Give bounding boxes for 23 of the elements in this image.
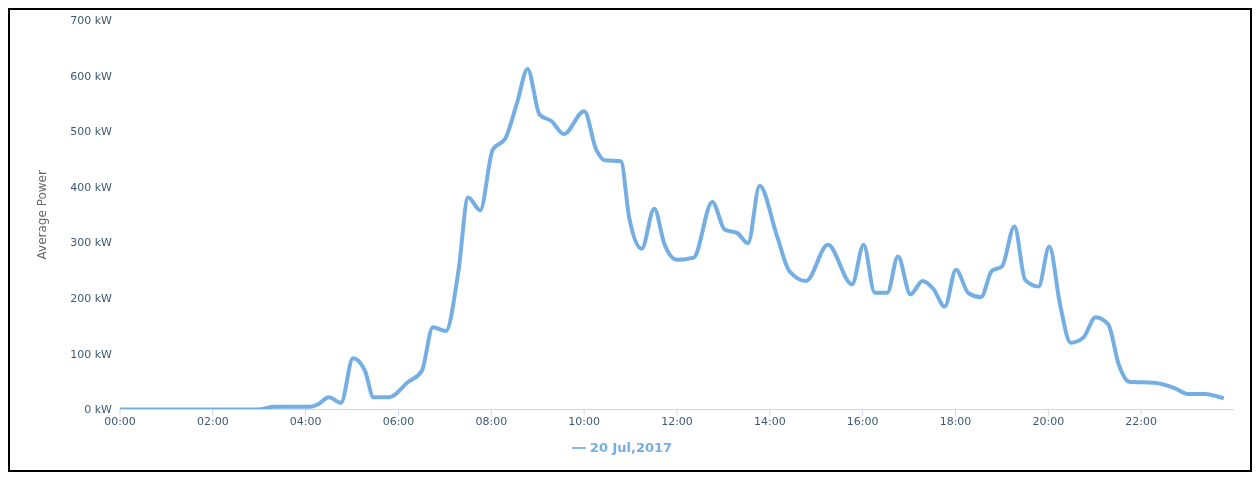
x-tick-label: 06:00 [382, 415, 415, 429]
y-tick-label: 200 kW [70, 292, 113, 306]
y-tick-label: 400 kW [70, 180, 113, 194]
x-tick-label: 20:00 [1032, 415, 1065, 429]
x-tick-label: 16:00 [846, 415, 879, 429]
y-axis-title: Average Power [35, 170, 50, 260]
x-tick-label: 14:00 [753, 415, 786, 429]
y-tick-label: 0 kW [84, 403, 113, 417]
legend-label: 20 Jul,2017 [589, 439, 673, 455]
x-tick-label: 12:00 [661, 415, 693, 429]
y-tick-label: 500 kW [70, 125, 113, 139]
line-series [120, 66, 1226, 410]
x-tick-label: 18:00 [939, 415, 972, 429]
y-tick-label: 300 kW [70, 236, 113, 250]
x-tick-label: 04:00 [289, 415, 322, 429]
x-tick-label: 08:00 [475, 415, 508, 429]
y-tick-label: 100 kW [70, 347, 113, 361]
x-tick-label: 22:00 [1125, 415, 1158, 429]
x-tick-label: 02:00 [196, 415, 229, 429]
y-tick-label: 700 kW [70, 13, 113, 27]
y-tick-label: 600 kW [70, 69, 113, 83]
x-tick-label: 00:00 [104, 415, 136, 429]
x-tick-label: 10:00 [568, 415, 601, 429]
